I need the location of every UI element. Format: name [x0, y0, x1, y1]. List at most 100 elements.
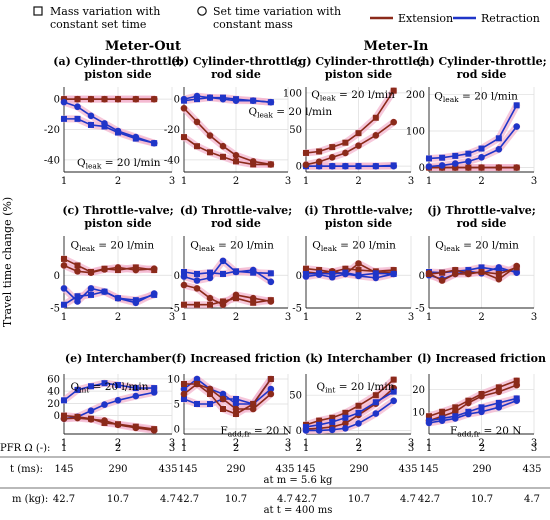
- pfr-tick-2: 2: [115, 443, 121, 454]
- panel-c-series-3-point: [60, 285, 68, 292]
- panel-g-series-3-point: [315, 158, 323, 166]
- panel-g-series-2-point: [303, 149, 309, 156]
- panel-h-series-1-point: [495, 164, 503, 171]
- panel-e-series-0-point: [61, 397, 67, 404]
- panel-d-series-0-point: [181, 269, 187, 275]
- panel-e-series-1-point: [101, 401, 108, 408]
- panel-i-series-0-point: [342, 265, 349, 272]
- panel-b-ytick-label: 0: [174, 95, 180, 106]
- panel-a-series-1-point: [132, 95, 140, 103]
- panel-f-series-3-point: [180, 390, 188, 398]
- panel-g-series-3-point: [328, 154, 336, 161]
- panel-j-series-2-point: [439, 269, 446, 276]
- panel-d: (d) Throttle-valve;rod side 0 -51 2 3 Qleak =…: [170, 204, 292, 323]
- panel-d-series-3-point: [219, 301, 227, 309]
- panel-a-xtick-label: 2: [115, 176, 121, 187]
- pfr-tick-1: 1: [61, 443, 67, 454]
- panel-l-series-0-point: [426, 413, 432, 420]
- pfr-label: PFR Ω (-):: [0, 443, 50, 454]
- panel-i-series-3-point: [390, 270, 397, 278]
- panel-a-subtitle: piston side: [84, 68, 151, 81]
- panel-c-series-3-point: [132, 299, 140, 307]
- panel-j-series-1-point: [495, 264, 503, 271]
- panel-k-series-3-point: [390, 397, 397, 405]
- panel-h-annotation: Qleak = 20 l/min: [434, 91, 518, 105]
- panel-l-title: (l) Increased friction: [417, 352, 546, 365]
- panel-d-series-1-point: [206, 274, 214, 282]
- panel-l-series-1-point: [495, 388, 503, 396]
- panel-b-series-3-point: [206, 132, 214, 139]
- panel-f-series-2-point: [207, 391, 213, 397]
- panel-l-xtick-label: 1: [426, 438, 432, 449]
- panel-l-series-0-point: [513, 377, 520, 384]
- panel-b-series-2-point: [181, 134, 187, 141]
- pfr-tick-1c: 1: [303, 443, 309, 454]
- panel-j-series-2-point: [452, 267, 459, 274]
- pfr-tick-2d: 2: [479, 443, 485, 454]
- panel-g-series-2-point: [355, 130, 362, 137]
- panel-k-ytick-label: 0: [296, 426, 302, 437]
- panel-e-series-1-point: [114, 397, 122, 404]
- panel-i-xtick-label: 1: [303, 312, 309, 323]
- panel-f-series-3-point: [249, 405, 257, 413]
- panel-g: (g) Cylinder-throttle;piston side 0 50 100 1…: [283, 55, 424, 187]
- t-tick-435-a: 435: [158, 464, 177, 475]
- panel-e-series-0-point: [88, 383, 94, 390]
- t-tick-145-a: 145: [54, 464, 73, 475]
- panel-h-series-3-point: [478, 154, 485, 161]
- panel-a-series-2-point: [74, 115, 81, 122]
- panel-f-series-3-point: [232, 405, 240, 413]
- panel-j-series-3-point: [465, 270, 472, 278]
- t-tick-290-c: 290: [349, 464, 368, 475]
- panel-k-series-2-point: [355, 409, 362, 416]
- panel-c-xtick-label: 2: [115, 312, 121, 323]
- panel-e-ytick-label: 60: [47, 374, 60, 385]
- panel-i-xtick-label: 3: [408, 312, 414, 323]
- panel-l-series-2-point: [495, 399, 502, 406]
- legend-time-variation-line2: constant mass: [213, 18, 293, 31]
- panel-b-series-2-point: [207, 149, 213, 156]
- panel-l-series-3-point: [495, 404, 503, 411]
- panel-f-series-2-point: [233, 411, 239, 417]
- panel-h-ytick-label: 0: [419, 163, 425, 174]
- panel-g-series-1-point: [372, 162, 380, 170]
- panel-f-series-0-point: [233, 396, 239, 402]
- panel-c-series-1-point: [150, 265, 158, 273]
- panel-g-xtick-label: 3: [408, 176, 414, 187]
- t-tick-435-b: 435: [275, 464, 294, 475]
- panel-b-series-3-point: [193, 118, 201, 126]
- panel-k-series-0-point: [355, 402, 362, 409]
- panel-d-xtick-label: 3: [285, 312, 291, 323]
- panel-c-series-1-point: [132, 266, 140, 274]
- panel-l-series-3-point: [478, 408, 485, 416]
- panel-f-series-2-point: [181, 381, 187, 387]
- panel-i-series-3-point: [372, 274, 380, 282]
- panel-b-ytick-label: -40: [164, 155, 180, 166]
- panel-d-series-2-point: [250, 299, 257, 306]
- panel-a: (a) Cylinder-throttle;piston side 0 -20 -40…: [44, 55, 183, 187]
- panel-k-series-2-point: [342, 414, 349, 421]
- panel-d-ytick-label: 0: [174, 271, 180, 282]
- panel-h-series-3-point: [465, 158, 472, 165]
- t-tick-145-b: 145: [178, 464, 197, 475]
- panel-k-series-0-point: [390, 376, 397, 383]
- panel-h-series-3-point: [513, 123, 520, 130]
- t-note: at m = 5.6 kg: [264, 475, 334, 486]
- t-tick-145-d: 145: [419, 464, 438, 475]
- panel-c-series-1-point: [101, 266, 108, 273]
- panel-c-title: (c) Throttle-valve;: [62, 204, 173, 217]
- panel-h-series-2-point: [465, 150, 472, 157]
- panel-b-series-3-point: [219, 142, 227, 150]
- panel-k-title: (k) Interchamber: [305, 352, 412, 365]
- panel-c-series-3-point: [150, 290, 158, 297]
- panel-k-series-3-point: [355, 420, 362, 427]
- panel-l-series-3-point: [425, 419, 433, 427]
- panel-j-xtick-label: 2: [478, 312, 484, 323]
- panel-e-xtick-label: 2: [115, 438, 121, 449]
- panel-b-series-2-point: [220, 153, 226, 160]
- panel-k-series-1-point: [342, 420, 349, 427]
- panel-e-series-3-point: [132, 424, 140, 432]
- panel-c-series-1-point: [74, 268, 81, 275]
- panel-l-annotation: Fadd,fr = 20 N: [450, 425, 521, 439]
